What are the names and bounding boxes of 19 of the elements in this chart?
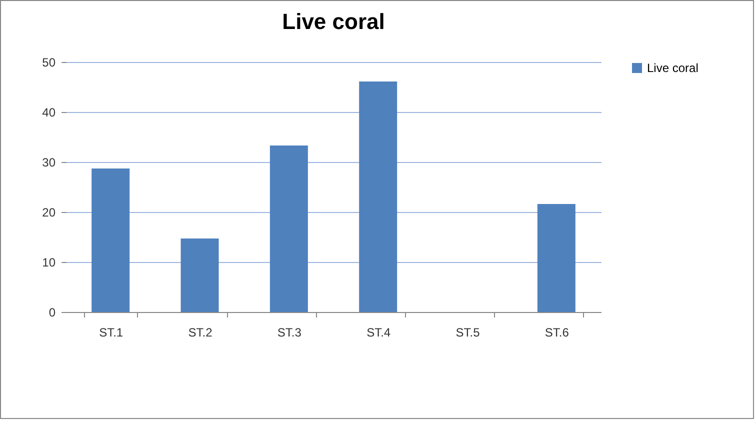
x-tick-label: ST.1 [99, 326, 124, 340]
x-tick-label: ST.5 [456, 326, 480, 340]
y-tick-label: 20 [42, 206, 56, 220]
y-tick-label: 50 [42, 56, 56, 70]
y-tick-label: 0 [48, 306, 56, 320]
y-tick-label: 40 [42, 106, 56, 120]
chart-title: Live coral [282, 9, 385, 34]
x-tick-label: ST.4 [366, 326, 391, 340]
bar [359, 82, 398, 312]
legend-label: Live coral [647, 61, 698, 75]
bar [180, 238, 219, 312]
x-tick-label: ST.6 [544, 326, 570, 340]
x-tick-label: ST.3 [277, 326, 302, 340]
y-tick-label: 30 [42, 156, 56, 170]
bar [270, 146, 308, 312]
x-tick-label: ST.2 [188, 326, 213, 340]
bar [92, 168, 130, 312]
bar [537, 204, 576, 312]
y-tick-label: 10 [42, 256, 56, 270]
